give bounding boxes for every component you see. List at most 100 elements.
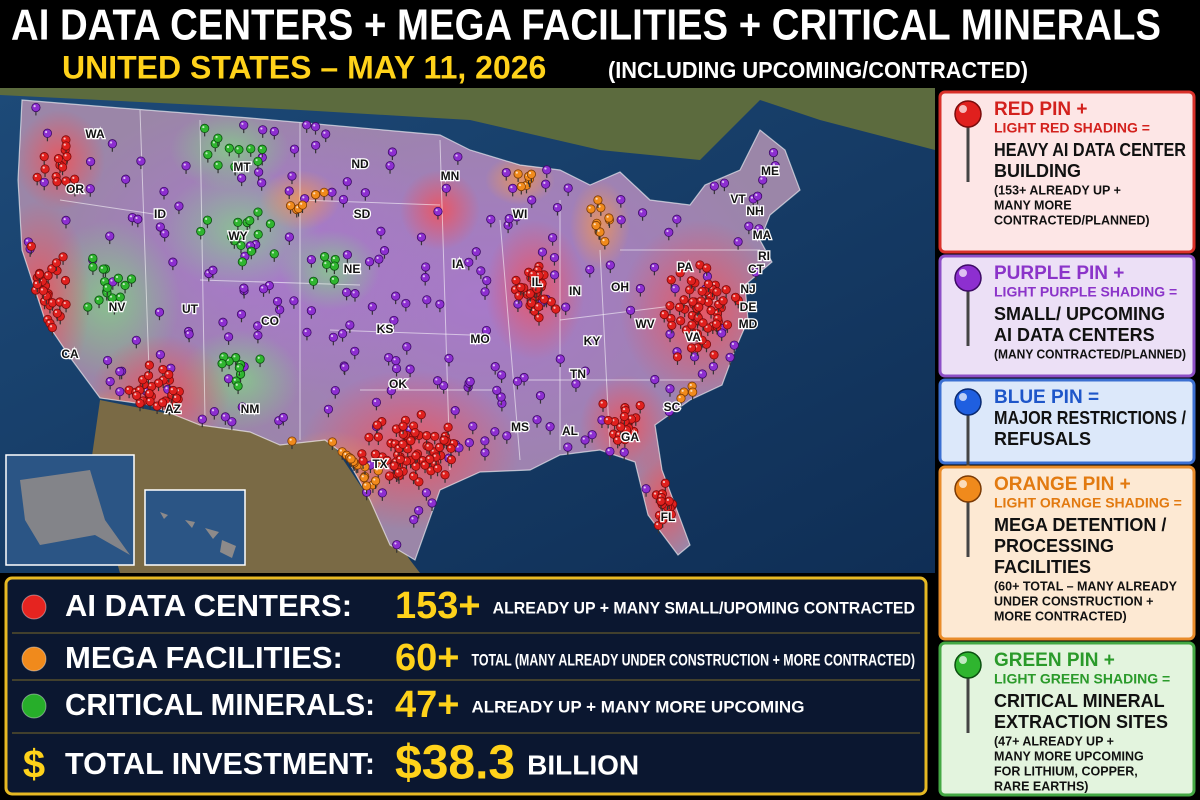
pin-head [306,306,316,316]
pin-shine [731,342,735,345]
summary-detail: BILLION [527,749,639,780]
pin-head [392,540,402,550]
pin-head [512,376,523,386]
pin-shine [719,330,722,333]
pin [751,267,761,281]
pin [107,293,117,306]
pin-head [254,167,264,177]
pin-shine [199,416,203,420]
pin [702,263,712,276]
summary-label: TOTAL INVESTMENT: [65,746,375,781]
pin-shine [135,216,138,220]
pin-shine [621,449,625,453]
pin-head [209,406,219,417]
pin-head [371,397,382,407]
subtitle-note: (INCLUDING UPCOMING/CONTRACTED) [608,57,1028,83]
pin-head [535,391,546,401]
pin [143,370,154,384]
pin-head [364,257,375,267]
pin-shine [505,222,508,225]
pin-shine [63,178,66,181]
pin-head [370,449,380,459]
pin-head [245,215,255,226]
legend-title: ORANGE PIN + [994,474,1131,495]
pin [665,301,675,314]
state-label: MS [511,420,529,434]
pin-head [327,437,337,447]
pin-shine [552,255,555,258]
pin-shine [104,285,108,288]
pin-shine [271,129,275,132]
pin-head [439,435,449,445]
pin [237,257,247,270]
pin-shine [229,419,232,422]
pin-head [656,496,666,506]
pin-head [234,145,244,155]
pin-head [164,402,175,413]
pin-shine [137,400,140,404]
pin-head [676,393,686,403]
pin-head [234,363,244,373]
summary-dot [21,693,47,719]
pin-head [58,252,68,262]
pin-shine [105,358,108,361]
state-label: NJ [740,282,755,296]
pin-head [330,385,340,396]
pin-head [115,387,125,397]
pin-head [687,320,697,330]
pin-shine [107,379,110,382]
pin-head [649,262,660,272]
pin-shine [160,367,163,370]
pin-head [665,384,675,394]
pin [427,498,437,511]
pin-head [223,374,234,384]
pin [670,284,680,297]
pin-shine [221,354,224,357]
pin-shine [661,312,665,315]
pin [337,329,348,342]
pin [234,145,244,158]
pin-shine [256,169,259,172]
pin-head [690,328,701,338]
pin [376,226,386,240]
pin-shine [226,334,229,337]
hawaii-shape [160,512,236,558]
pin-head [39,152,49,162]
pin-shine [412,430,415,433]
pin-head [539,294,549,304]
pin-shine [760,177,763,180]
pin-shine [45,273,48,276]
pin [446,455,456,468]
pin-shine [615,437,618,441]
pin [539,294,549,308]
pin-head [230,161,240,172]
pin-shine [296,206,299,209]
pin-shine [126,387,129,390]
pin-head [492,385,502,395]
pin [537,247,548,261]
pin [424,442,434,455]
pin-head [181,161,191,171]
pin-shine [756,226,759,229]
pin-head [666,275,676,285]
pin [346,454,356,467]
legend-subtitle: LIGHT ORANGE SHADING = [994,495,1182,511]
pin [200,123,210,137]
pin-shine [157,309,160,312]
pin [519,372,529,386]
pin-shine [261,286,264,289]
pin-shine [668,316,671,319]
state-label: CA [61,347,79,361]
pin-shine [711,352,714,355]
pin-shine [275,299,278,302]
pin-head [398,439,408,449]
pin-shine [393,358,396,361]
pin-shine [170,259,173,262]
pin-shine [387,473,390,476]
pin-head [616,215,626,225]
pin-shine [675,354,678,357]
pin-shine [107,233,110,236]
pin-head [613,435,623,445]
pin-head [310,122,321,132]
pin-shine [236,232,239,235]
